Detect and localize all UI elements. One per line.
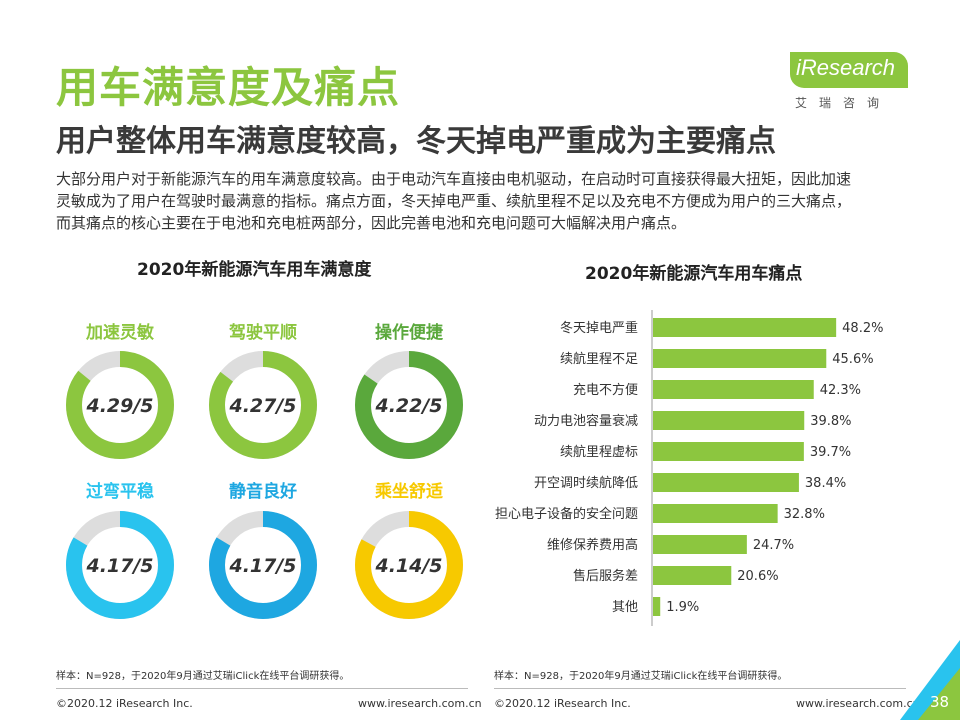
bar-value-label: 42.3% xyxy=(820,383,861,398)
logo-subtext: 艾瑞咨询 xyxy=(795,96,892,110)
donut-value-label: 4.14/5 xyxy=(374,555,442,577)
copyright-left: ©2020.12 iResearch Inc. xyxy=(56,697,193,710)
corner-decoration xyxy=(900,640,960,720)
url-right: www.iresearch.com.cn xyxy=(796,697,920,710)
bar-value-label: 32.8% xyxy=(784,507,825,522)
bar-value-label: 24.7% xyxy=(753,538,794,553)
bar-category-label: 续航里程不足 xyxy=(560,351,638,367)
painpoint-bar-chart: 冬天掉电严重 48.2% 续航里程不足 45.6% 充电不方便 42.3% 动力电池容量衰减… xyxy=(495,310,883,626)
bar-category-label: 续航里程虚标 xyxy=(560,444,638,460)
satisfaction-chart-title: 2020年新能源汽车用车满意度 xyxy=(137,260,372,280)
bar-value-label: 39.8% xyxy=(810,414,851,429)
url-left: www.iresearch.com.cn xyxy=(358,697,482,710)
bar-category-label: 其他 xyxy=(612,600,638,615)
bar xyxy=(653,318,837,337)
bar-category-label: 充电不方便 xyxy=(573,382,638,398)
donut-value-arc xyxy=(209,351,317,459)
donut-value-label: 4.27/5 xyxy=(228,395,296,417)
intro-line: 灵敏成为了用户在驾驶时最满意的指标。痛点方面，冬天掉电严重、续航里程不足以及充电… xyxy=(56,192,852,210)
donut-ring: 4.17/5 xyxy=(209,511,317,619)
donut-value-arc xyxy=(209,511,317,619)
donut-value-label: 4.29/5 xyxy=(85,395,153,417)
bar-category-label: 开空调时续航降低 xyxy=(534,475,638,491)
bar-category-label: 冬天掉电严重 xyxy=(560,320,638,336)
bar xyxy=(653,504,778,523)
bar xyxy=(653,442,804,461)
bar xyxy=(653,349,827,368)
bar-value-label: 39.7% xyxy=(810,445,851,460)
footer-divider-right xyxy=(494,688,906,689)
page-title: 用车满意度及痛点 xyxy=(56,63,401,112)
donut-label: 过弯平稳 xyxy=(86,482,154,502)
bar-category-label: 售后服务差 xyxy=(573,568,638,584)
donut-ring: 4.27/5 xyxy=(209,351,317,459)
bar xyxy=(653,473,799,492)
bar-value-label: 38.4% xyxy=(805,476,846,491)
bar-value-label: 48.2% xyxy=(842,321,883,336)
donut-ring: 4.22/5 xyxy=(355,351,463,459)
donut-value-arc xyxy=(66,511,174,619)
donut-label: 驾驶平顺 xyxy=(229,323,297,343)
intro-line: 大部分用户对于新能源汽车的用车满意度较高。由于电动汽车直接由电机驱动，在启动时可… xyxy=(56,170,852,188)
page-subtitle: 用户整体用车满意度较高，冬天掉电严重成为主要痛点 xyxy=(56,124,776,159)
donut-label: 加速灵敏 xyxy=(86,323,154,343)
donut-value-arc xyxy=(355,351,463,459)
bar-value-label: 1.9% xyxy=(666,600,699,615)
bar xyxy=(653,535,747,554)
donut-label: 乘坐舒适 xyxy=(375,482,443,502)
donut-value-arc xyxy=(355,511,463,619)
logo-text: iResearch xyxy=(796,55,896,80)
footer-divider-left xyxy=(56,688,468,689)
copyright-right: ©2020.12 iResearch Inc. xyxy=(494,697,631,710)
donut-ring: 4.14/5 xyxy=(355,511,463,619)
painpoint-chart-title: 2020年新能源汽车用车痛点 xyxy=(585,264,803,284)
page-number: 38 xyxy=(930,693,950,711)
donut-value-label: 4.22/5 xyxy=(374,395,442,417)
sample-note-left: 样本：N=928，于2020年9月通过艾瑞iClick在线平台调研获得。 xyxy=(56,671,350,682)
donut-value-arc xyxy=(66,351,174,459)
donut-ring: 4.29/5 xyxy=(66,351,174,459)
bar-value-label: 45.6% xyxy=(832,352,873,367)
donut-value-label: 4.17/5 xyxy=(85,555,153,577)
donut-label: 操作便捷 xyxy=(375,323,443,343)
bar-value-label: 20.6% xyxy=(737,569,778,584)
iresearch-logo: iResearch xyxy=(790,52,915,94)
bar-category-label: 动力电池容量衰减 xyxy=(534,413,638,429)
bar-category-label: 担心电子设备的安全问题 xyxy=(495,506,638,522)
bar xyxy=(653,597,661,616)
sample-note-right: 样本：N=928，于2020年9月通过艾瑞iClick在线平台调研获得。 xyxy=(494,671,788,682)
donut-ring: 4.17/5 xyxy=(66,511,174,619)
donut-label: 静音良好 xyxy=(229,482,297,502)
bar xyxy=(653,411,805,430)
intro-line: 而其痛点的核心主要在于电池和充电桩两部分，因此完善电池和充电问题可大幅解决用户痛… xyxy=(56,214,687,232)
bar-category-label: 维修保养费用高 xyxy=(547,537,638,553)
intro-paragraph: 大部分用户对于新能源汽车的用车满意度较高。由于电动汽车直接由电机驱动，在启动时可… xyxy=(56,168,906,234)
bar xyxy=(653,566,732,585)
donut-value-label: 4.17/5 xyxy=(228,555,296,577)
bar xyxy=(653,380,814,399)
